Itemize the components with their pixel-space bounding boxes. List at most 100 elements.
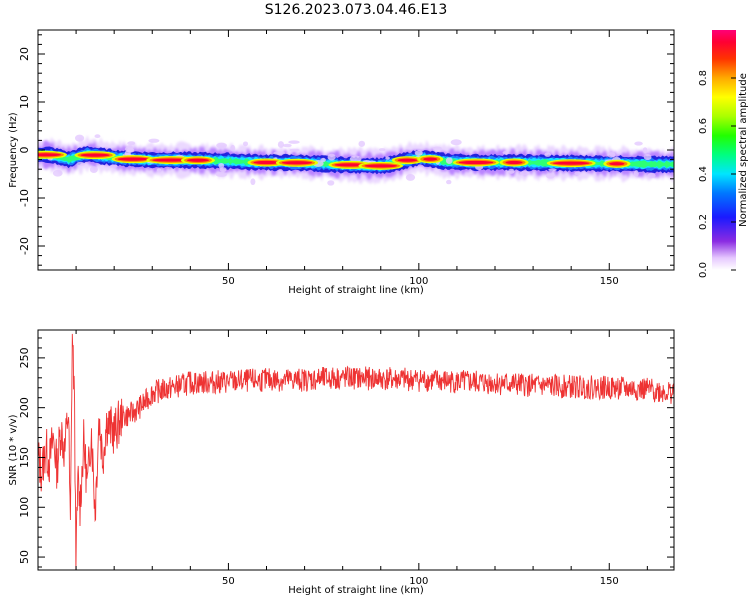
y-tick-label: -20 — [18, 237, 31, 255]
y-tick-label: 150 — [18, 447, 31, 468]
colorbar-tick-label: 0.6 — [698, 118, 709, 134]
peak-core — [552, 161, 590, 165]
spectral-speckle — [548, 168, 557, 172]
colorbar: 0.0 0.2 0.4 0.6 0.8 Normalized spectral ampl… — [698, 30, 749, 278]
x-tick-label: 150 — [600, 276, 619, 287]
spectral-speckle — [277, 141, 285, 148]
spectral-speckle — [634, 141, 643, 146]
peak-core — [458, 160, 494, 165]
x-tick-label: 100 — [409, 576, 428, 587]
spectral-speckle — [378, 148, 386, 152]
spectral-speckle — [273, 151, 286, 155]
spectral-speckle — [327, 180, 335, 186]
spectral-speckle — [446, 179, 452, 185]
spectral-speckle — [127, 141, 136, 146]
y-tick-label: 100 — [18, 497, 31, 518]
spectral-speckle — [76, 161, 85, 167]
spectral-speckle — [215, 171, 228, 177]
y-tick-label: 0 — [18, 147, 31, 154]
spectral-speckle — [545, 173, 555, 179]
spectral-speckle — [607, 152, 616, 158]
spectrogram-xlabel: Height of straight line (km) — [288, 285, 424, 296]
spectral-speckle — [289, 148, 300, 152]
peak-core — [364, 164, 398, 168]
spectral-ridge — [38, 134, 674, 186]
y-tick-label: -10 — [18, 189, 31, 207]
spectral-speckle — [544, 152, 551, 157]
spectral-speckle — [450, 139, 462, 146]
y-tick-label: 200 — [18, 397, 31, 418]
colorbar-tick-label: 0.4 — [698, 166, 709, 182]
snr-xlabel: Height of straight line (km) — [288, 585, 424, 596]
spectral-speckle — [218, 162, 225, 169]
peak-core — [186, 158, 209, 162]
x-tick-label: 50 — [222, 576, 235, 587]
snr-axis-ticks: 50 100 150 50 100 150 200 250 — [18, 330, 674, 587]
snr-series-line — [38, 333, 674, 570]
peak-core — [397, 158, 418, 162]
y-tick-label: 50 — [18, 550, 31, 564]
spectral-speckle — [358, 140, 366, 147]
snr-ylabel: SNR (10 * v/v) — [8, 414, 19, 485]
spectral-speckle — [219, 167, 227, 173]
spectral-speckle — [74, 134, 85, 142]
spectral-speckle — [508, 168, 515, 174]
spectral-speckle — [385, 156, 390, 160]
spectral-speckle — [445, 157, 453, 164]
spectrogram-ylabel: Frequency (Hz) — [8, 112, 19, 188]
spectral-speckle — [327, 153, 336, 161]
spectral-speckle — [414, 149, 423, 156]
spectral-speckle — [349, 155, 362, 163]
peak-core — [117, 157, 149, 161]
spectral-speckle — [242, 141, 249, 147]
colorbar-label: Normalized spectral amplitude — [738, 73, 749, 227]
spectral-speckle — [642, 147, 648, 154]
spectral-speckle — [288, 140, 300, 144]
x-tick-label: 150 — [600, 576, 619, 587]
spectral-speckle — [250, 178, 256, 186]
spectral-speckle — [282, 143, 292, 148]
peak-core — [334, 163, 367, 167]
spectral-speckle — [126, 147, 135, 153]
snr-frame — [37, 329, 675, 571]
peak-core — [423, 157, 438, 161]
peak-core — [253, 160, 280, 165]
spectral-speckle — [405, 174, 416, 181]
spectral-speckle — [89, 166, 98, 174]
colorbar-tick-label: 0.8 — [698, 70, 709, 86]
y-tick-label: 20 — [18, 47, 31, 61]
spectral-speckle — [148, 138, 160, 143]
x-tick-label: 50 — [222, 276, 235, 287]
spectral-speckle — [216, 142, 227, 149]
colorbar-tick-label: 0.0 — [698, 262, 709, 278]
spectral-speckle — [156, 168, 162, 172]
peak-core — [609, 162, 625, 166]
spectral-speckle — [519, 170, 530, 176]
spectral-speckle — [647, 173, 656, 179]
spectral-speckle — [633, 170, 639, 177]
spectral-speckle — [574, 171, 581, 176]
snr-panel: 50 100 150 50 100 150 200 250 Height of straigh… — [8, 329, 675, 596]
peak-core — [152, 158, 191, 162]
spectral-speckle — [52, 169, 63, 177]
figure-title: S126.2023.073.04.46.E13 — [265, 2, 448, 18]
spectral-speckle — [432, 146, 442, 151]
y-tick-label: 250 — [18, 347, 31, 368]
peak-core — [505, 160, 523, 165]
peak-core — [281, 161, 313, 165]
y-tick-label: 10 — [18, 95, 31, 109]
peak-core — [38, 153, 62, 157]
spectral-speckle — [502, 151, 509, 155]
colorbar-tick-label: 0.2 — [698, 214, 709, 230]
colorbar-gradient — [712, 30, 736, 270]
spectral-speckle — [94, 134, 101, 139]
spectral-speckle — [643, 154, 652, 161]
x-tick-label: 100 — [409, 276, 428, 287]
peak-core — [80, 153, 110, 157]
spectral-speckle — [230, 144, 236, 152]
spectral-speckle — [109, 164, 118, 168]
colorbar-ticks: 0.0 0.2 0.4 0.6 0.8 — [698, 70, 736, 278]
